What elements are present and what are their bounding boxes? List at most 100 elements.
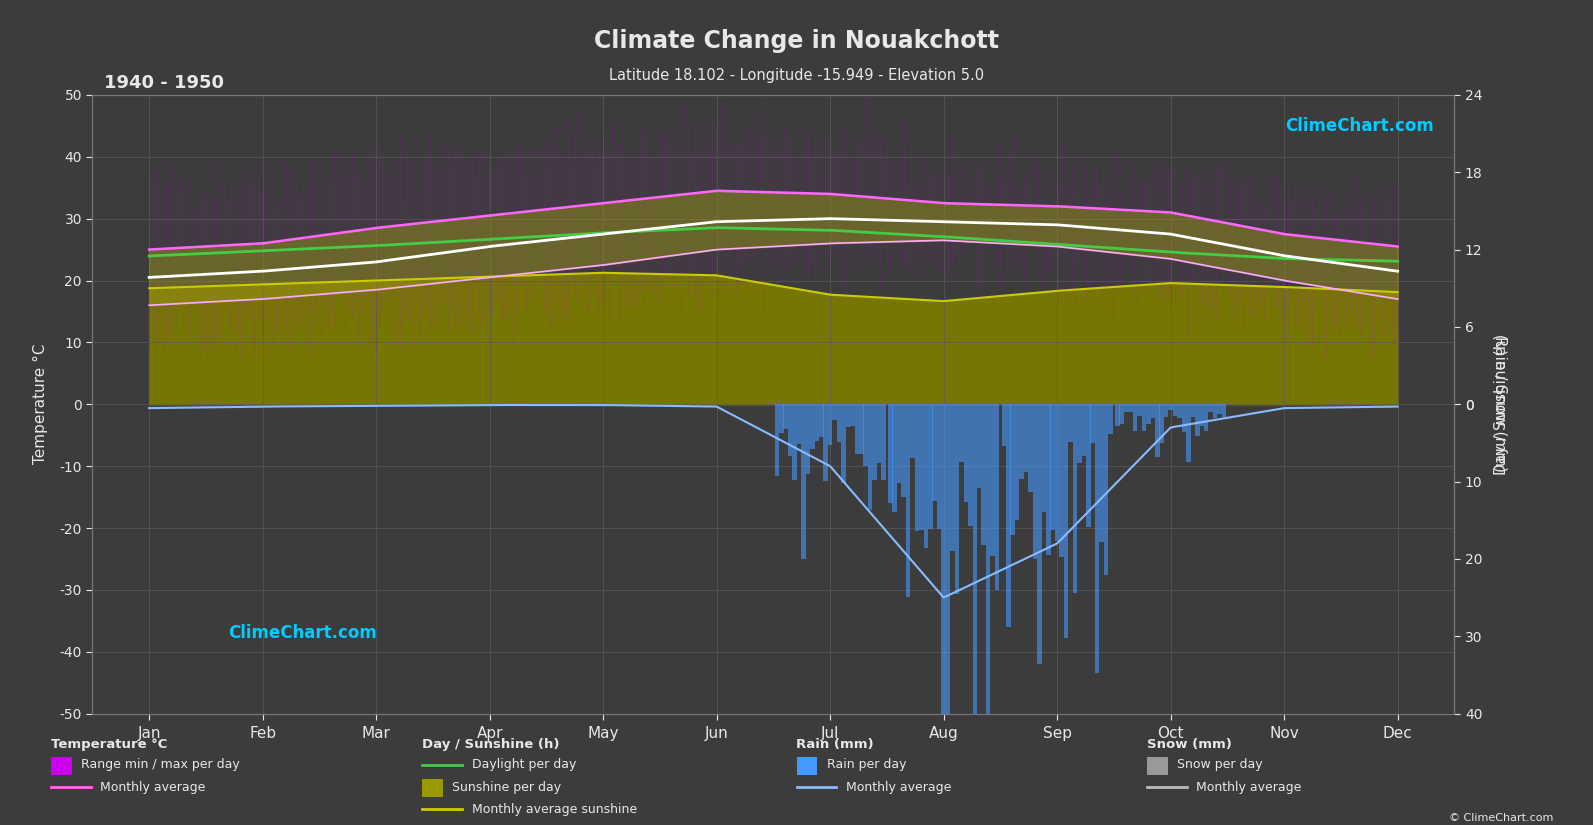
Bar — [1145, 404, 1150, 424]
Bar — [1155, 404, 1160, 457]
Bar — [774, 404, 779, 476]
Bar — [1069, 404, 1072, 441]
Bar — [1182, 404, 1187, 431]
Text: Daylight per day: Daylight per day — [472, 758, 577, 771]
Bar — [972, 404, 977, 754]
Bar — [784, 404, 789, 429]
Bar — [1059, 404, 1064, 557]
Bar — [1091, 404, 1094, 443]
Text: Monthly average: Monthly average — [100, 780, 205, 794]
Text: Snow (mm): Snow (mm) — [1147, 738, 1231, 752]
Bar — [1015, 404, 1020, 520]
Text: ClimeChart.com: ClimeChart.com — [1286, 116, 1434, 134]
Bar — [1168, 404, 1172, 410]
Bar — [836, 404, 841, 441]
Bar — [1137, 404, 1142, 416]
Bar — [887, 404, 892, 503]
Bar — [1047, 404, 1050, 555]
Bar — [981, 404, 986, 545]
Bar — [1042, 404, 1047, 512]
Bar — [941, 404, 946, 790]
Text: Day / Sunshine (h): Day / Sunshine (h) — [422, 738, 559, 752]
Bar — [929, 404, 932, 529]
Text: Range min / max per day: Range min / max per day — [81, 758, 241, 771]
Bar — [792, 404, 796, 479]
Bar — [937, 404, 941, 529]
Bar — [1190, 404, 1195, 417]
Bar — [1217, 404, 1222, 414]
Bar — [1133, 404, 1137, 431]
Bar — [919, 404, 924, 530]
Y-axis label: Day / Sunshine (h): Day / Sunshine (h) — [1494, 333, 1509, 475]
Bar — [832, 404, 836, 420]
Text: Sunshine per day: Sunshine per day — [452, 780, 562, 794]
Bar — [1200, 404, 1204, 426]
Bar — [824, 404, 828, 481]
Bar — [1064, 404, 1069, 638]
Bar — [986, 404, 991, 825]
Bar — [946, 404, 951, 825]
Bar — [789, 404, 792, 456]
Bar — [828, 404, 833, 446]
Bar — [841, 404, 846, 483]
Bar — [1072, 404, 1077, 592]
Text: ClimeChart.com: ClimeChart.com — [229, 625, 378, 643]
Bar — [1020, 404, 1024, 478]
Bar — [1024, 404, 1029, 473]
Bar — [951, 404, 954, 551]
Bar — [969, 404, 973, 526]
Bar — [994, 404, 999, 590]
Text: Monthly average: Monthly average — [846, 780, 951, 794]
Bar — [779, 404, 784, 433]
Bar — [846, 404, 851, 427]
Bar — [954, 404, 959, 594]
Bar — [991, 404, 994, 556]
Bar — [1128, 404, 1133, 412]
Bar — [914, 404, 919, 530]
Bar — [1209, 404, 1212, 412]
Bar — [897, 404, 902, 483]
Text: Climate Change in Nouakchott: Climate Change in Nouakchott — [594, 29, 999, 53]
Text: Rain per day: Rain per day — [827, 758, 906, 771]
Bar — [868, 404, 873, 511]
Bar — [932, 404, 937, 501]
Bar — [1142, 404, 1147, 431]
Bar — [801, 404, 806, 559]
Bar — [1082, 404, 1086, 456]
Bar — [881, 404, 886, 480]
Y-axis label: Temperature °C: Temperature °C — [33, 344, 48, 464]
Bar — [796, 404, 801, 444]
Text: Monthly average sunshine: Monthly average sunshine — [472, 803, 637, 816]
Bar — [1204, 404, 1209, 431]
Bar — [1010, 404, 1015, 535]
Bar — [906, 404, 910, 597]
Text: Rain (mm): Rain (mm) — [796, 738, 875, 752]
Text: © ClimeChart.com: © ClimeChart.com — [1448, 813, 1553, 823]
Bar — [863, 404, 868, 466]
Bar — [902, 404, 906, 497]
Bar — [811, 404, 814, 449]
Bar — [964, 404, 969, 502]
Bar — [892, 404, 897, 512]
Bar — [1050, 404, 1055, 530]
Bar — [1172, 404, 1177, 416]
Bar — [1222, 404, 1227, 417]
Bar — [1177, 404, 1182, 418]
Bar — [1032, 404, 1037, 559]
Bar — [1086, 404, 1091, 526]
Bar — [1164, 404, 1169, 417]
Bar — [806, 404, 811, 474]
Bar — [1115, 404, 1120, 426]
Bar — [859, 404, 863, 455]
Bar — [1002, 404, 1007, 446]
Bar — [1077, 404, 1082, 463]
Text: Monthly average: Monthly average — [1196, 780, 1301, 794]
Bar — [959, 404, 964, 462]
Bar — [1007, 404, 1010, 627]
Bar — [873, 404, 876, 480]
Y-axis label: Rain / Snow (mm): Rain / Snow (mm) — [1493, 337, 1507, 472]
Bar — [1027, 404, 1032, 493]
Bar — [876, 404, 881, 464]
Bar — [1160, 404, 1164, 443]
Bar — [1109, 404, 1114, 434]
